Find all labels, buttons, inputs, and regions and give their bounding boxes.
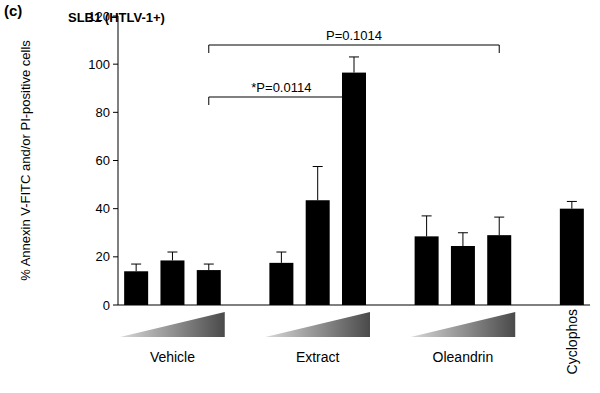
y-tick [113, 208, 118, 209]
bar [415, 236, 439, 305]
error-cap [276, 252, 286, 253]
chart: (c) SLB1 (HTLV-1+) % Annexin V-FITC and/or… [0, 0, 600, 393]
dose-wedge [411, 312, 516, 337]
bars [124, 57, 584, 305]
error-bar [167, 252, 177, 260]
bar [560, 209, 584, 305]
error-cap [131, 264, 141, 265]
error-stem [281, 252, 282, 263]
y-tick [113, 305, 118, 306]
error-stem [172, 252, 173, 260]
error-cap [349, 56, 359, 57]
annotation: *P=0.0114 [251, 80, 311, 95]
y-axis-label: % Annexin V-FITC and/or PI-positive cell… [18, 40, 33, 281]
dose-wedge [265, 312, 370, 337]
error-cap [422, 215, 432, 216]
error-bar [131, 264, 141, 271]
error-stem [136, 264, 137, 271]
y-tick-label: 20 [96, 249, 110, 264]
error-stem [208, 264, 209, 270]
bar [160, 260, 184, 305]
error-cap [494, 217, 504, 218]
error-bar [276, 252, 286, 263]
y-tick [113, 112, 118, 113]
bar [342, 73, 366, 305]
error-bar [458, 233, 468, 246]
annotation: P=0.1014 [326, 28, 382, 43]
bar [124, 271, 148, 305]
y-tick-label: 100 [88, 57, 110, 72]
group-label: Extract [296, 349, 340, 365]
error-bar [422, 216, 432, 236]
bar [197, 270, 221, 305]
y-tick-label: 0 [103, 298, 110, 313]
y-tick [113, 64, 118, 65]
group-label: Vehicle [150, 349, 195, 365]
y-tick [113, 256, 118, 257]
error-stem [354, 57, 355, 73]
bar [451, 246, 475, 305]
error-bar [313, 167, 323, 201]
y-tick-label: 80 [96, 105, 110, 120]
group-label: Cyclophos [564, 309, 580, 374]
error-bar [567, 201, 577, 208]
y-tick-label: 40 [96, 201, 110, 216]
error-cap [458, 232, 468, 233]
bar [487, 235, 511, 305]
y-tick-label: 120 [88, 9, 110, 24]
dose-wedge [120, 312, 225, 337]
bracket [209, 97, 354, 105]
y-tick [113, 16, 118, 17]
error-bar [349, 57, 359, 73]
error-cap [167, 252, 177, 253]
panel-label: (c) [4, 2, 22, 19]
error-cap [567, 201, 577, 202]
group-label: Oleandrin [433, 349, 494, 365]
bar [306, 200, 330, 305]
error-stem [499, 217, 500, 235]
error-stem [426, 216, 427, 236]
error-stem [317, 167, 318, 201]
y-tick-label: 60 [96, 153, 110, 168]
error-bar [494, 217, 504, 235]
y-tick [113, 160, 118, 161]
error-cap [204, 264, 214, 265]
error-cap [313, 166, 323, 167]
error-stem [462, 233, 463, 246]
error-stem [571, 201, 572, 208]
error-bar [204, 264, 214, 270]
title: SLB1 (HTLV-1+) [68, 10, 165, 25]
bar [269, 263, 293, 305]
bracket [209, 45, 499, 53]
